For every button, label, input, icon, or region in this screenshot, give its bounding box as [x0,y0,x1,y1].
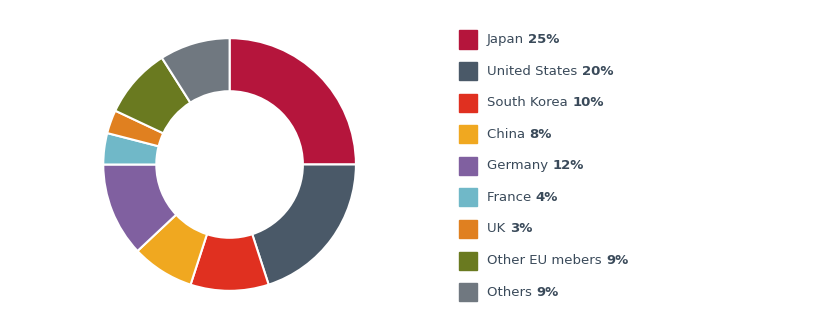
Text: South Korea: South Korea [486,96,572,109]
Text: Others: Others [486,286,536,299]
Wedge shape [103,133,158,164]
Text: 9%: 9% [605,254,627,267]
Wedge shape [103,164,176,251]
Wedge shape [138,215,206,285]
Wedge shape [115,58,190,133]
Text: 4%: 4% [535,191,557,204]
Text: Japan: Japan [486,33,527,46]
Text: 20%: 20% [581,64,613,78]
Text: United States: United States [486,64,581,78]
Text: 8%: 8% [529,128,551,141]
Wedge shape [107,111,163,146]
Text: Germany: Germany [486,159,552,172]
Wedge shape [161,38,229,103]
Wedge shape [252,164,355,285]
Text: 9%: 9% [536,286,558,299]
Wedge shape [229,38,355,164]
Text: 3%: 3% [509,222,532,236]
Text: Other EU mebers: Other EU mebers [486,254,605,267]
Text: 12%: 12% [552,159,583,172]
Text: France: France [486,191,535,204]
Wedge shape [190,234,269,291]
Text: 10%: 10% [572,96,603,109]
Text: 25%: 25% [527,33,559,46]
Text: China: China [486,128,529,141]
Text: UK: UK [486,222,509,236]
